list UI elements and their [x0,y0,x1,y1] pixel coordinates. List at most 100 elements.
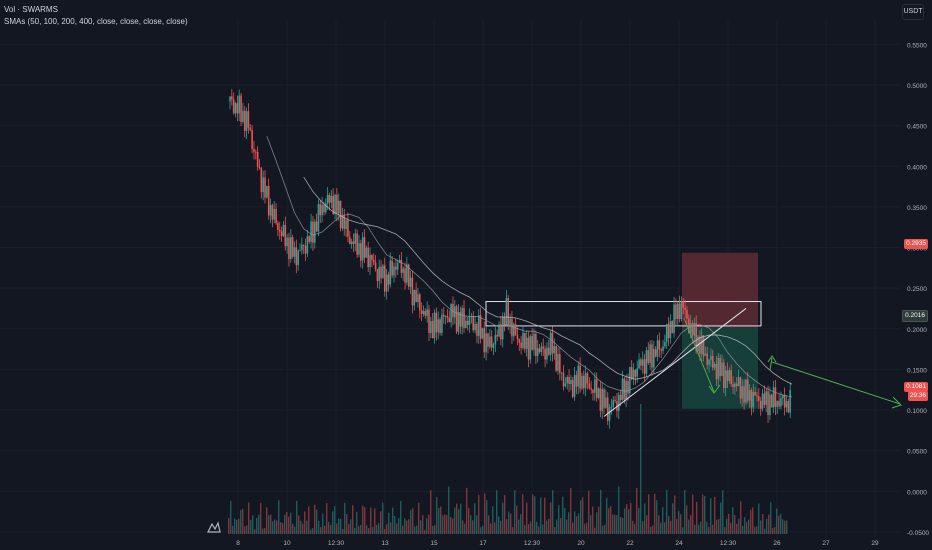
volume-bar [512,527,514,534]
candle-body [264,177,266,198]
volume-bar [712,524,714,534]
volume-bar [434,525,436,534]
volume-bar [438,507,440,534]
candle-body [479,315,482,339]
candle-body [743,386,745,403]
candle-body [695,323,697,351]
candle-body [345,220,347,229]
candle-body [555,345,557,371]
volume-bar [346,514,348,534]
volume-bar [332,511,334,534]
candle-body [592,389,594,393]
volume-bar [532,494,534,534]
candle-body [603,389,605,408]
volume-bar [294,526,296,534]
candle-body [465,320,467,328]
volume-bar [314,504,316,534]
currency-button[interactable]: USDT [902,4,924,20]
candle-body [575,375,578,387]
volume-bar [614,514,616,534]
candle-body [739,377,742,399]
candle-body [273,208,276,220]
candle-body [452,303,454,318]
x-tick-label: 12:30 [720,540,737,547]
volume-bar [784,520,786,534]
volume-bar [688,519,690,534]
volume-bar [362,505,364,534]
candle-body [651,344,653,368]
volume-bar [718,518,720,534]
candle-body [594,379,596,393]
candle-body [302,244,305,246]
candle-body [732,384,734,388]
x-tick-label: 29 [871,540,879,547]
candle-body [496,334,498,337]
tradingview-logo-icon[interactable] [206,520,222,534]
volume-bar [748,519,750,534]
candle-body [269,205,272,216]
volume-bar [628,509,630,534]
candle-body [544,348,546,360]
legend-title: Vol · SWARMS [4,5,58,14]
volume-bar [286,512,288,534]
x-tick-label: 15 [430,540,438,547]
candle-body [653,349,655,368]
x-tick-label: 26 [773,540,781,547]
volume-bar [596,512,598,534]
volume-bar [766,518,768,534]
volume-bar [574,511,576,534]
volume-bar [358,526,360,534]
volume-bar [648,494,650,534]
y-tick-label: 0.3000 [907,246,927,253]
volume-bar [336,523,338,534]
candle-body [365,247,368,258]
volume-bar [318,521,320,534]
volume-bar [538,526,540,534]
volume-bar [464,523,466,534]
volume-bar [762,514,764,534]
volume-bar [398,518,400,534]
candle-body [288,237,290,260]
y-tick-label: 0.4000 [907,164,927,171]
volume-bar [546,520,548,534]
candle-body [310,221,312,242]
candle-body [387,274,390,285]
candle-body [783,395,786,408]
projection-arrow [771,361,901,405]
volume-bar [756,526,758,534]
volume-bar [592,506,594,534]
volume-bar [554,527,556,534]
volume-bar [780,513,782,534]
candle-body [251,130,253,150]
candle-body [332,195,334,215]
candle-body [686,310,688,319]
volume-bar [726,518,728,534]
candle-body [632,369,635,379]
candle-body [498,324,500,337]
candle-body [702,335,705,356]
volume-bar [312,528,314,534]
volume-bar [334,506,336,534]
volume-bar [228,518,230,534]
candle-body [266,185,268,198]
candle-body [430,321,432,333]
candle-body [776,400,779,407]
volume-bar [610,506,612,534]
candle-body [719,358,721,376]
candle-body [243,110,246,131]
volume-bar [680,514,682,534]
candle-body [715,363,718,380]
y-tick-label: 0.1000 [907,408,927,415]
candle-body [424,311,427,316]
volume-bar [338,518,340,534]
volume-bar [560,518,562,534]
candle-body [402,268,405,273]
candle-body [605,397,607,408]
candle-body [417,294,419,303]
projection-arrow [683,317,715,393]
candle-body [439,319,441,333]
volume-bar [388,512,390,534]
volume-bar [248,502,250,534]
volume-bar [458,509,460,534]
